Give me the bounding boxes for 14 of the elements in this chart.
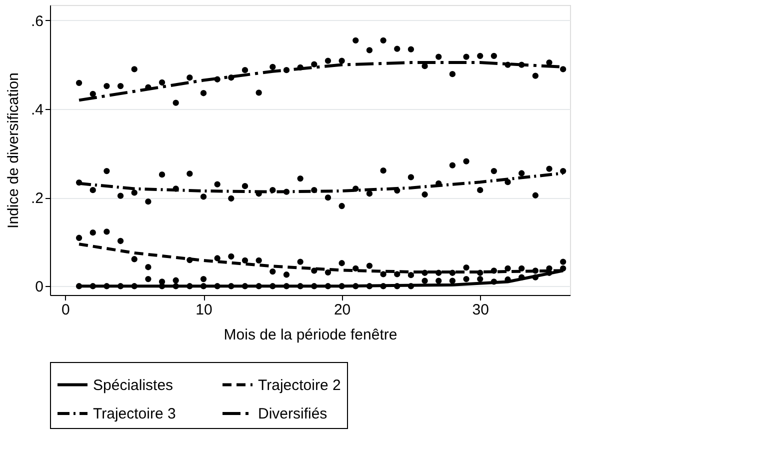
x-tick-label: 30 [472,302,489,318]
y-tick-label: 0 [35,278,44,296]
legend-label: Trajectoire 3 [93,406,176,422]
legend-label: Spécialistes [93,376,174,394]
y-tick-label: .2 [30,190,44,208]
legend-label: Trajectoire 2 [258,376,341,394]
x-axis-title: Mois de la période fenêtre [224,326,398,344]
y-tick-label: .4 [30,102,44,119]
y-tick-label: .6 [30,12,44,30]
x-tick-label: 0 [62,302,70,318]
legend-label: Diversifiés [258,406,328,422]
x-tick-label: 10 [196,302,212,318]
y-axis-title: Indice de diversification [4,72,22,228]
x-tick-label: 20 [334,302,351,318]
